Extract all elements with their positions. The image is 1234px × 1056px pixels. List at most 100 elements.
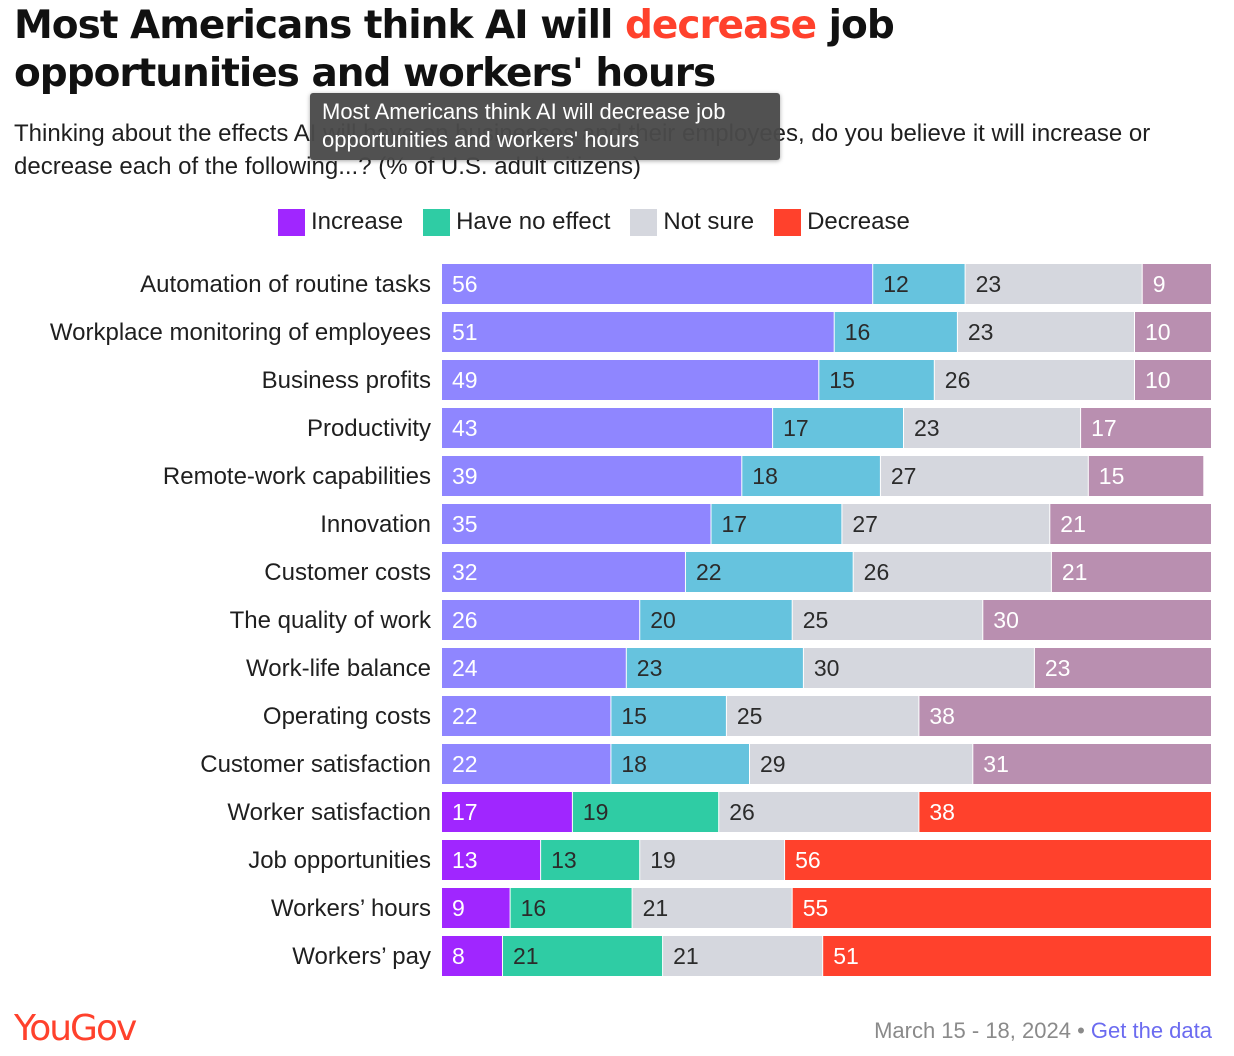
bar-segment-decrease[interactable] [1050,504,1211,544]
bar-segment-have-no-effect[interactable] [611,744,749,784]
legend-item-2[interactable]: Not sure [630,208,754,236]
bar-segment-decrease[interactable] [792,888,1211,928]
bar-segment-increase[interactable] [442,696,611,736]
bar-segment-decrease[interactable] [919,696,1211,736]
bar-segment-have-no-effect[interactable] [626,648,803,688]
bar-value-label: 21 [673,943,699,969]
category-label: Business profits [262,367,431,394]
chart-legend: Increase Have no effect Not sure Decrease [278,208,930,236]
bar-segment-increase[interactable] [442,936,502,976]
bar-segment-decrease[interactable] [785,840,1211,880]
bar-segment-not-sure[interactable] [726,696,919,736]
bar-segment-decrease[interactable] [919,792,1211,832]
bar-segment-increase[interactable] [442,312,834,352]
bar-segment-have-no-effect[interactable] [611,696,726,736]
bar-value-label: 10 [1145,367,1171,393]
bar-segment-decrease[interactable] [983,600,1211,640]
bar-value-label: 21 [1062,559,1088,585]
chart-footer: March 15 - 18, 2024 • Get the data [874,1018,1212,1044]
title-accent-word: decrease [624,3,817,48]
bar-segment-increase[interactable] [442,360,819,400]
bar-value-label: 38 [929,799,955,825]
bar-value-label: 17 [783,415,809,441]
bar-segment-not-sure[interactable] [750,744,973,784]
bar-segment-have-no-effect[interactable] [711,504,842,544]
bar-segment-increase[interactable] [442,648,626,688]
bar-value-label: 23 [976,271,1002,297]
bar-segment-have-no-effect[interactable] [773,408,903,448]
bar-value-label: 26 [729,799,755,825]
category-label: Job opportunities [248,847,431,874]
bar-segment-have-no-effect[interactable] [819,360,934,400]
bar-segment-not-sure[interactable] [965,264,1142,304]
bar-value-label: 26 [945,367,971,393]
bar-segment-have-no-effect[interactable] [510,888,632,928]
bar-segment-not-sure[interactable] [663,936,823,976]
chart-tooltip: Most Americans think AI will decrease jo… [310,93,780,160]
bar-value-label: 51 [452,319,478,345]
bar-segment-not-sure[interactable] [842,504,1050,544]
bar-segment-have-no-effect[interactable] [685,552,853,592]
bar-segment-have-no-effect[interactable] [541,840,640,880]
bar-segment-decrease[interactable] [1135,312,1211,352]
bar-segment-increase[interactable] [442,264,873,304]
bar-segment-have-no-effect[interactable] [572,792,719,832]
legend-item-3[interactable]: Decrease [774,208,910,236]
bar-segment-not-sure[interactable] [853,552,1051,592]
bar-value-label: 51 [833,943,859,969]
bar-value-label: 23 [968,319,994,345]
get-data-link[interactable]: Get the data [1090,1018,1212,1043]
legend-item-1[interactable]: Have no effect [423,208,610,236]
bar-value-label: 15 [1099,463,1125,489]
bar-segment-decrease[interactable] [1135,360,1211,400]
bar-segment-decrease[interactable] [823,936,1211,976]
bar-value-label: 49 [452,367,478,393]
bar-segment-increase[interactable] [442,888,510,928]
bar-segment-not-sure[interactable] [934,360,1134,400]
bar-value-label: 8 [452,943,465,969]
bar-segment-decrease[interactable] [1088,456,1204,496]
bar-segment-have-no-effect[interactable] [640,600,792,640]
bar-segment-increase[interactable] [442,840,541,880]
category-label: Automation of routine tasks [140,271,431,298]
bar-value-label: 30 [814,655,840,681]
yougov-logo[interactable]: YouGov [14,1008,137,1049]
footer-separator: • [1070,1018,1091,1043]
bar-value-label: 17 [452,799,478,825]
bar-segment-not-sure[interactable] [792,600,983,640]
bar-segment-increase[interactable] [442,744,611,784]
bar-value-label: 17 [722,511,748,537]
bar-value-label: 21 [513,943,539,969]
bar-segment-have-no-effect[interactable] [873,264,965,304]
bar-segment-increase[interactable] [442,504,711,544]
bar-segment-not-sure[interactable] [880,456,1088,496]
bar-segment-have-no-effect[interactable] [502,936,663,976]
bar-value-label: 35 [452,511,478,537]
bar-value-label: 38 [929,703,955,729]
legend-item-0[interactable]: Increase [278,208,403,236]
category-label: The quality of work [230,607,432,634]
bar-segment-decrease[interactable] [973,744,1211,784]
bar-segment-increase[interactable] [442,792,572,832]
bar-segment-increase[interactable] [442,408,773,448]
chart-title: Most Americans think AI will decrease jo… [14,2,1014,98]
bar-segment-increase[interactable] [442,600,640,640]
bar-segment-not-sure[interactable] [632,888,792,928]
bar-segment-have-no-effect[interactable] [834,312,957,352]
bar-segment-not-sure[interactable] [640,840,785,880]
bar-segment-not-sure[interactable] [957,312,1134,352]
bar-segment-not-sure[interactable] [803,648,1034,688]
bar-segment-not-sure[interactable] [904,408,1081,448]
bar-segment-decrease[interactable] [1081,408,1211,448]
bar-segment-increase[interactable] [442,456,742,496]
bar-segment-decrease[interactable] [1142,264,1211,304]
bar-value-label: 22 [452,703,478,729]
category-label: Workplace monitoring of employees [50,319,431,346]
bar-segment-not-sure[interactable] [719,792,919,832]
bar-segment-decrease[interactable] [1051,552,1211,592]
bar-segment-increase[interactable] [442,552,685,592]
bar-value-label: 27 [852,511,878,537]
bar-segment-have-no-effect[interactable] [742,456,880,496]
bar-value-label: 22 [696,559,722,585]
bar-segment-decrease[interactable] [1034,648,1211,688]
